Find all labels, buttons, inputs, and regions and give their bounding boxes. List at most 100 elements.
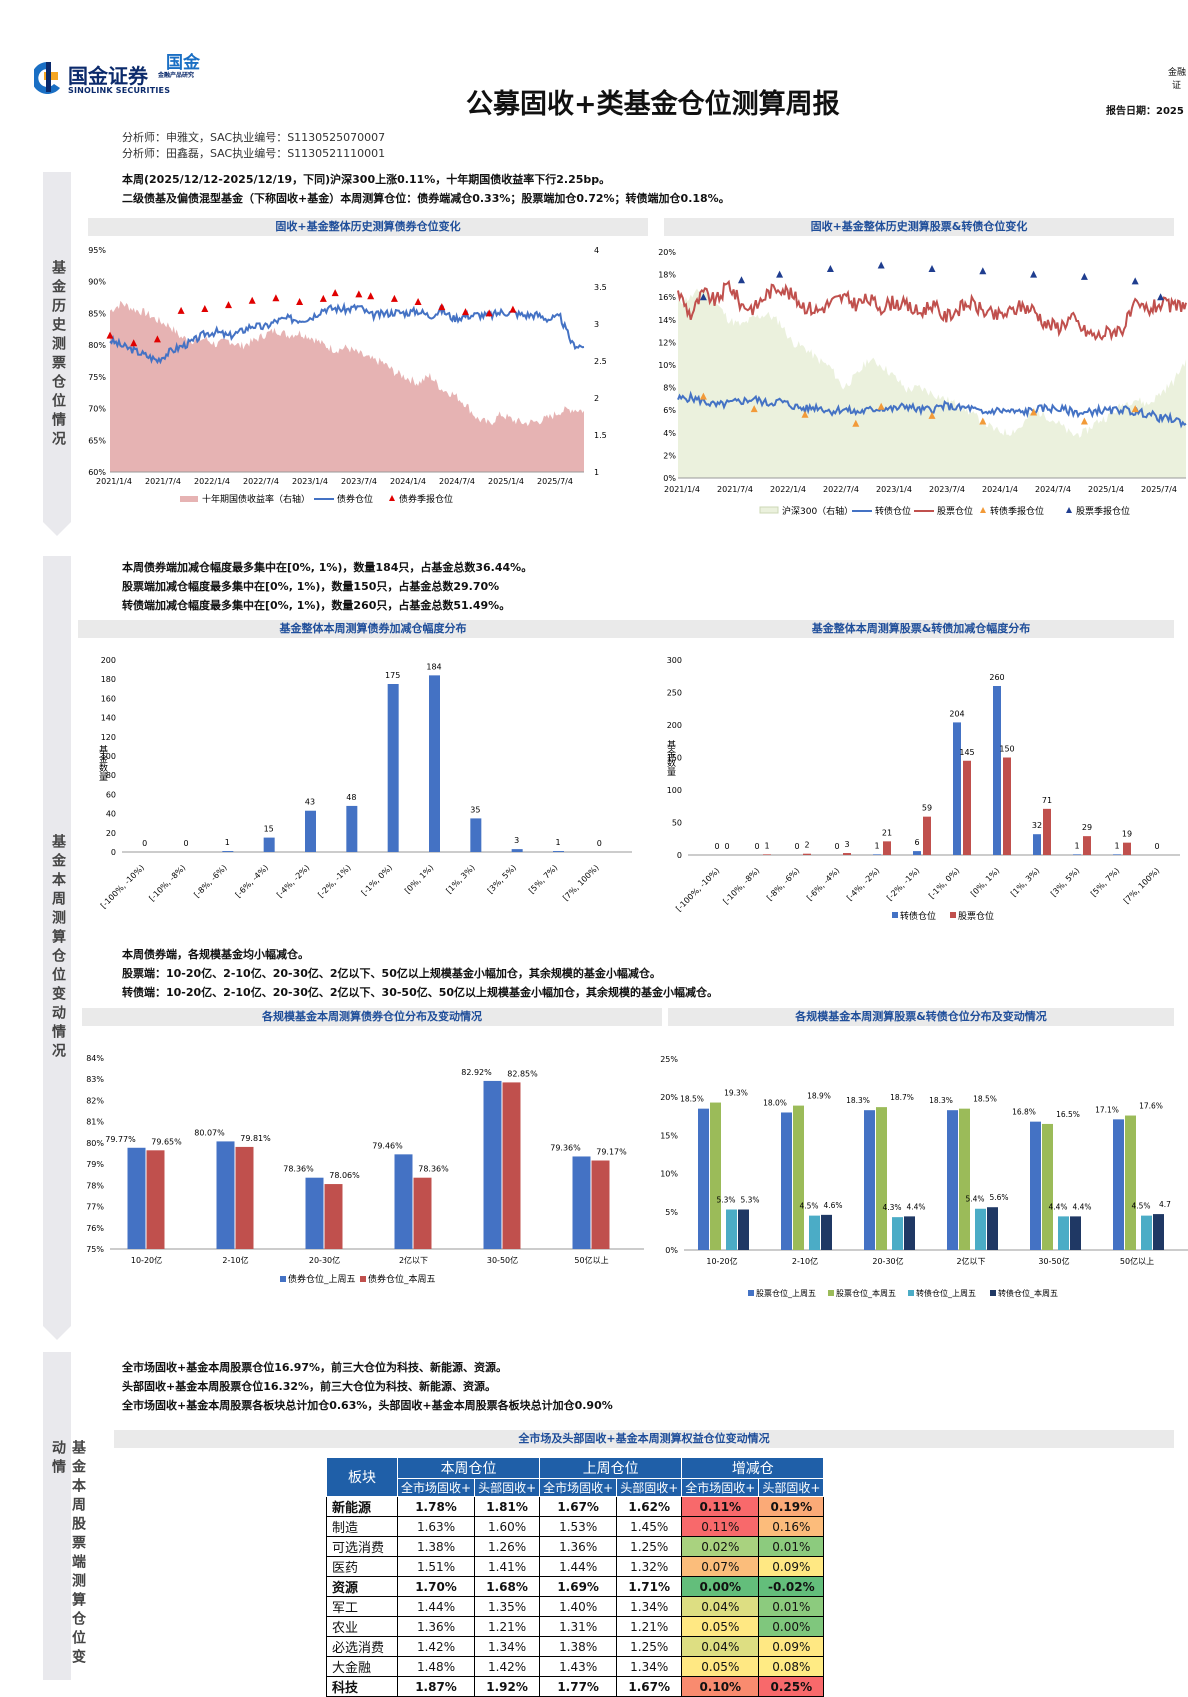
bar-label: 59 bbox=[922, 804, 932, 813]
table-cell: 0.05% bbox=[681, 1656, 760, 1677]
cb-quarterly-marker bbox=[750, 405, 758, 413]
x-tick: 2-10亿 bbox=[792, 1256, 818, 1266]
legend-cb: 转债仓位 bbox=[875, 505, 911, 517]
table-cell: 1.71% bbox=[616, 1576, 683, 1597]
equity-position-table: 板块 本周仓位 上周仓位 增减仓 全市场固收+ 头部固收+ 全市场固收+ 头部固… bbox=[326, 1457, 825, 1697]
table-cell: 1.38% bbox=[539, 1636, 618, 1657]
table-cell: 1.62% bbox=[616, 1496, 683, 1517]
bar-label: 78.36% bbox=[418, 1165, 449, 1174]
logo: 国金证券 SINOLINK SECURITIES bbox=[34, 58, 204, 102]
bar bbox=[876, 1107, 887, 1250]
legend-hs300-swatch bbox=[759, 506, 779, 514]
y-tick: 2% bbox=[663, 451, 676, 460]
bar-label: 79.46% bbox=[372, 1141, 403, 1150]
bar-label: 18.5% bbox=[680, 1095, 704, 1104]
bar-label: 2 bbox=[804, 841, 809, 850]
legend-this-swatch bbox=[360, 1276, 366, 1282]
x-tick: 2025/1/4 bbox=[1088, 485, 1124, 494]
bar bbox=[483, 1080, 502, 1249]
section-side-1: 基金历史测票仓位情况 bbox=[43, 172, 71, 522]
bar-label: 16.5% bbox=[1056, 1110, 1080, 1119]
table-cell: 1.70% bbox=[396, 1576, 476, 1597]
th-sub: 头部固收+ bbox=[474, 1478, 541, 1497]
x-tick: [-6%, -4%) bbox=[234, 863, 270, 899]
bond-quarterly-marker bbox=[485, 309, 493, 317]
y-tick: 150 bbox=[667, 754, 682, 763]
bar bbox=[502, 1082, 521, 1249]
table-cell: 0.19% bbox=[758, 1496, 825, 1517]
cb-quarterly-marker bbox=[1030, 408, 1038, 416]
y-tick: 84% bbox=[86, 1054, 104, 1063]
bar bbox=[1113, 854, 1121, 855]
bar-label: 4.6% bbox=[823, 1201, 842, 1210]
bar-label: 175 bbox=[385, 671, 400, 680]
bar bbox=[235, 1146, 254, 1249]
table-cell: 1.69% bbox=[539, 1576, 618, 1597]
x-tick: 10-20亿 bbox=[706, 1256, 737, 1266]
bar bbox=[324, 1184, 343, 1249]
legend-swatch bbox=[828, 1290, 834, 1296]
bar-label: 0 bbox=[834, 842, 839, 851]
y-tick: 80 bbox=[106, 771, 116, 780]
section-side-3: 基金本周股票端测算仓位变动情 bbox=[43, 1352, 86, 1680]
th-this-week: 本周仓位 bbox=[396, 1457, 541, 1479]
side-arrow-1 bbox=[43, 522, 71, 536]
bar-label: 82.92% bbox=[461, 1068, 492, 1077]
bar-label: 18.3% bbox=[929, 1096, 953, 1105]
x-tick: [0%, 1%) bbox=[403, 863, 435, 895]
x-tick: 2024/7/4 bbox=[1035, 485, 1071, 494]
x-tick: 2亿以下 bbox=[399, 1255, 428, 1265]
bar-label: 1 bbox=[1114, 841, 1119, 850]
y-left-tick: 75% bbox=[88, 373, 106, 382]
y-tick: 83% bbox=[86, 1075, 104, 1084]
x-tick: 20-30亿 bbox=[309, 1255, 340, 1265]
summary-4-line-1: 全市场固收+基金本周股票仓位16.97%，前三大仓位为科技、新能源、资源。 bbox=[122, 1361, 508, 1374]
legend-swatch bbox=[990, 1290, 996, 1296]
table-cell: 0.11% bbox=[681, 1516, 760, 1537]
y-tick: 25% bbox=[660, 1055, 678, 1064]
table-title: 全市场及头部固收+基金本周测算权益仓位变动情况 bbox=[114, 1430, 1174, 1448]
bar bbox=[953, 722, 961, 855]
x-tick: [-10%, -8%) bbox=[147, 863, 187, 903]
y-right-tick: 2 bbox=[594, 394, 599, 403]
bond-quarterly-marker bbox=[355, 290, 363, 298]
bar bbox=[803, 853, 811, 855]
x-tick: [0%, 1%) bbox=[969, 866, 1001, 898]
bar-label: 18.7% bbox=[890, 1093, 914, 1102]
legend-swatch bbox=[908, 1290, 914, 1296]
y-tick: 50 bbox=[672, 819, 682, 828]
bar bbox=[781, 1112, 792, 1250]
bar-label: 0 bbox=[1154, 842, 1159, 851]
y-tick: 0 bbox=[111, 848, 116, 857]
bond-quarterly-marker bbox=[153, 335, 161, 343]
bar bbox=[1030, 1121, 1041, 1250]
table-cell: 0.07% bbox=[681, 1556, 760, 1577]
bar bbox=[591, 1160, 610, 1249]
table-cell: 0.00% bbox=[681, 1576, 760, 1597]
bar bbox=[821, 1214, 832, 1250]
x-tick: [-100%, -10%) bbox=[99, 863, 146, 910]
table-row: 医药 1.51% 1.41% 1.44% 1.32% 0.07% 0.09% bbox=[326, 1556, 825, 1577]
bar-label: 150 bbox=[999, 745, 1014, 754]
table-cell: 1.42% bbox=[474, 1656, 541, 1677]
bar bbox=[793, 1105, 804, 1250]
legend-hs300: 沪深300（右轴） bbox=[782, 505, 853, 517]
bar-label: 48 bbox=[346, 793, 356, 802]
corner-right-2: 证 bbox=[1172, 81, 1182, 91]
y-tick: 140 bbox=[101, 714, 116, 723]
legend-quarterly-swatch bbox=[389, 495, 395, 501]
legend-label: 转债仓位_上周五 bbox=[916, 1288, 976, 1298]
sector-name: 制造 bbox=[326, 1516, 398, 1537]
x-tick: [7%, 100%) bbox=[1122, 866, 1162, 906]
y-tick: 200 bbox=[101, 656, 116, 665]
summary-4-line-2: 头部固收+基金本周股票仓位16.32%，前三大仓位为科技、新能源、资源。 bbox=[122, 1380, 497, 1393]
table-cell: 1.51% bbox=[396, 1556, 476, 1577]
bar bbox=[470, 818, 482, 852]
table-cell: 1.44% bbox=[539, 1556, 618, 1577]
bar bbox=[1033, 834, 1041, 855]
bar-label: 1 bbox=[1074, 841, 1079, 850]
x-tick: 50亿以上 bbox=[574, 1255, 608, 1265]
cb-quarterly-marker bbox=[699, 392, 707, 400]
y-left-tick: 60% bbox=[88, 468, 106, 477]
bar-label: 43 bbox=[305, 798, 315, 807]
